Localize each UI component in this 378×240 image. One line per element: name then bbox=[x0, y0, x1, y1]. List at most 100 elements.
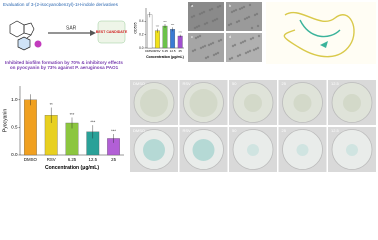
texture bbox=[234, 8, 238, 12]
texture bbox=[241, 40, 245, 44]
significance: ** bbox=[50, 102, 54, 107]
bar bbox=[162, 25, 168, 49]
x-tick-label: 25 bbox=[111, 157, 116, 162]
texture bbox=[230, 56, 234, 60]
texture bbox=[238, 53, 242, 57]
x-tick-label: RSV bbox=[154, 49, 161, 53]
dish-label: 25 bbox=[282, 81, 287, 86]
texture bbox=[196, 35, 200, 39]
dish-inner bbox=[189, 89, 218, 117]
dish-inner bbox=[296, 144, 309, 156]
y-tick-label: 0.0 bbox=[11, 152, 18, 157]
bar bbox=[154, 30, 160, 49]
protein-image bbox=[266, 2, 376, 64]
significance: *** bbox=[163, 20, 167, 24]
texture bbox=[204, 56, 208, 60]
texture bbox=[231, 44, 235, 48]
x-axis-label: Concentration (μg/mL) bbox=[146, 55, 184, 59]
texture bbox=[255, 12, 259, 16]
texture bbox=[193, 48, 197, 52]
texture bbox=[228, 57, 232, 61]
texture bbox=[232, 9, 236, 13]
texture bbox=[202, 10, 206, 14]
texture bbox=[243, 39, 247, 43]
x-tick-label: 25 bbox=[179, 49, 183, 53]
texture bbox=[246, 50, 250, 54]
texture bbox=[256, 46, 260, 50]
texture bbox=[215, 17, 219, 21]
texture bbox=[211, 19, 215, 23]
texture bbox=[205, 21, 209, 25]
texture bbox=[189, 3, 193, 7]
significance: *** bbox=[179, 31, 183, 35]
dish-label: DMSO bbox=[133, 81, 145, 86]
texture bbox=[200, 11, 204, 15]
texture bbox=[252, 48, 256, 52]
texture bbox=[210, 7, 214, 11]
texture bbox=[249, 37, 253, 41]
x-axis-label: Concentration (μg/mL) bbox=[45, 165, 99, 171]
texture bbox=[248, 49, 252, 53]
texture bbox=[201, 45, 205, 49]
y-tick-label: 1.0 bbox=[11, 97, 18, 102]
x-tick-label: RSV bbox=[47, 157, 56, 162]
texture bbox=[217, 39, 221, 43]
texture bbox=[229, 22, 233, 26]
micrograph-label: b bbox=[229, 3, 232, 8]
texture bbox=[235, 20, 239, 24]
x-tick-label: DMSO bbox=[145, 49, 155, 53]
micrograph-label: a bbox=[191, 3, 194, 8]
dish-inner bbox=[244, 94, 262, 112]
dish-inner bbox=[143, 139, 165, 161]
dish-inner bbox=[192, 139, 215, 161]
texture bbox=[230, 10, 234, 14]
texture bbox=[238, 7, 242, 11]
best-candidate: BEST CANDIDATE bbox=[96, 30, 128, 34]
graphical-abstract: Evaluation of 3-(2-isocyanobenzyl)-1H-in… bbox=[3, 2, 376, 172]
x-tick-label: 12.5 bbox=[89, 157, 98, 162]
texture bbox=[199, 46, 203, 50]
significance: *** bbox=[111, 128, 116, 133]
texture bbox=[213, 18, 217, 22]
texture bbox=[219, 38, 223, 42]
texture bbox=[245, 16, 249, 20]
significance: *** bbox=[70, 112, 75, 117]
summary: Inhibited biofilm formation by 70% & inh… bbox=[5, 60, 123, 71]
texture bbox=[212, 53, 216, 57]
texture bbox=[198, 34, 202, 38]
texture bbox=[251, 36, 255, 40]
texture bbox=[197, 24, 201, 28]
sar-label: SAR bbox=[66, 25, 77, 31]
x-tick-label: 6.25 bbox=[68, 157, 77, 162]
texture bbox=[244, 51, 248, 55]
texture bbox=[247, 15, 251, 19]
dish-label: RSV bbox=[183, 128, 192, 133]
texture bbox=[248, 3, 252, 7]
texture bbox=[214, 52, 218, 56]
significance: *** bbox=[90, 120, 95, 125]
structure bbox=[9, 20, 42, 51]
bar bbox=[170, 29, 176, 49]
texture bbox=[257, 34, 261, 38]
candidate-box bbox=[97, 20, 126, 44]
protein-ribbon bbox=[283, 12, 355, 58]
bar bbox=[177, 35, 183, 49]
dish-label: 12.5 bbox=[331, 128, 340, 133]
dish-inner bbox=[140, 89, 168, 117]
dish-inner bbox=[293, 94, 312, 112]
significance: *** bbox=[156, 25, 160, 29]
dish-label: DMSO bbox=[133, 128, 145, 133]
texture bbox=[227, 23, 231, 27]
texture bbox=[208, 8, 212, 12]
texture bbox=[216, 51, 220, 55]
texture bbox=[203, 44, 207, 48]
dish-label: 50 bbox=[232, 81, 237, 86]
texture bbox=[254, 47, 258, 51]
dish-label: 25 bbox=[282, 128, 287, 133]
texture bbox=[190, 15, 194, 19]
texture bbox=[203, 22, 207, 26]
texture bbox=[237, 19, 241, 23]
texture bbox=[243, 17, 247, 21]
texture bbox=[233, 43, 237, 47]
texture bbox=[207, 43, 211, 47]
